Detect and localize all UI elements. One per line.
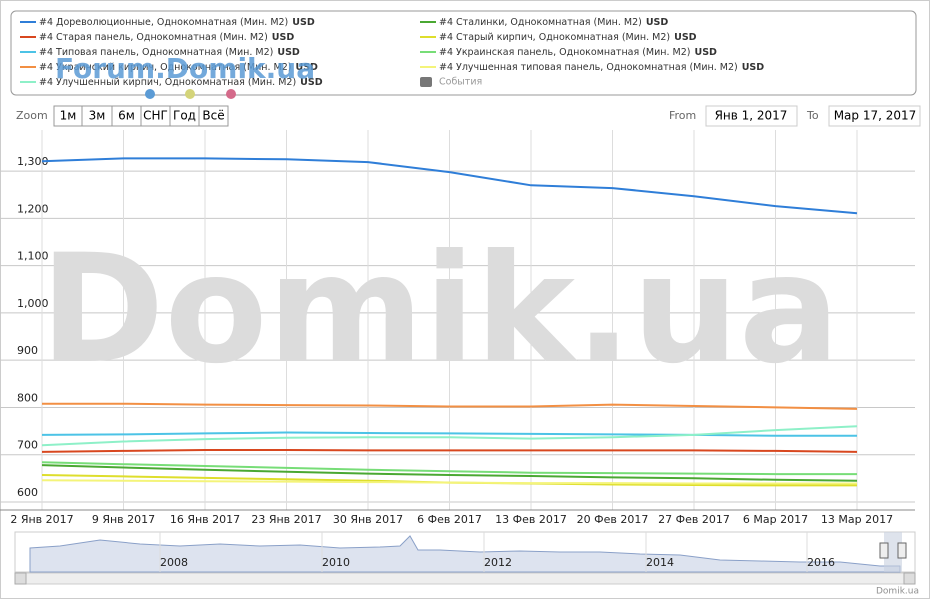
zoom-button-label[interactable]: 6м — [118, 109, 135, 123]
to-input[interactable] — [828, 105, 921, 127]
x-tick-label: 2 Янв 2017 — [10, 513, 73, 526]
legend-unit: USD — [300, 77, 323, 88]
zoom-button[interactable] — [198, 105, 229, 127]
navigator-year: 2008 — [160, 556, 188, 569]
navigator-series — [29, 535, 901, 573]
legend-unit: USD — [674, 32, 697, 43]
legend-unit: USD — [292, 17, 315, 28]
legend-name: #4 Дореволюционные, Однокомнатная (Мин. … — [39, 17, 288, 28]
scroll-left[interactable] — [14, 572, 27, 585]
series-line — [41, 157, 858, 215]
legend-name: #4 Сталинки, Однокомнатная (Мин. М2) — [439, 17, 642, 28]
legend-events[interactable]: События — [439, 77, 482, 88]
y-tick-label: 1,000 — [17, 297, 49, 310]
series-line — [41, 461, 857, 476]
zoom-button-label[interactable]: Год — [173, 109, 196, 123]
legend-item[interactable]: #4 Старая панель, Однокомнатная (Мин. М2… — [39, 32, 294, 43]
x-tick-label: 6 Мар 2017 — [743, 513, 808, 526]
legend-name: #4 Типовая панель, Однокомнатная (Мин. М… — [39, 47, 273, 58]
watermark: Domik.ua — [40, 223, 840, 397]
series-line — [41, 464, 858, 482]
decor-dot — [226, 89, 236, 99]
series-line — [41, 479, 857, 485]
legend-name: #4 Украинский кирпич, Однокомнатная (Мин… — [39, 62, 292, 73]
scroll-right[interactable] — [903, 572, 916, 585]
legend-unit: USD — [742, 62, 765, 73]
navigator-selection[interactable] — [884, 532, 902, 572]
series-line — [41, 425, 858, 447]
navigator-year: 2010 — [322, 556, 350, 569]
zoom-button-label[interactable]: СНГ — [143, 109, 168, 123]
y-tick-label: 700 — [17, 439, 38, 452]
y-tick-label: 800 — [17, 391, 38, 404]
legend-unit: USD — [277, 47, 300, 58]
legend-item[interactable]: #4 Улучшенная типовая панель, Однокомнат… — [439, 62, 764, 73]
forum-watermark: Forum.Domik.ua — [55, 52, 315, 85]
scrollbar[interactable] — [14, 572, 916, 585]
legend-item[interactable]: #4 Сталинки, Однокомнатная (Мин. М2) USD — [439, 17, 668, 28]
navigator-year: 2014 — [646, 556, 674, 569]
credits: Domik.ua — [876, 587, 919, 597]
legend-name: #4 Старая панель, Однокомнатная (Мин. М2… — [39, 32, 268, 43]
x-tick-label: 27 Фев 2017 — [658, 513, 730, 526]
x-tick-label: 13 Фев 2017 — [495, 513, 567, 526]
legend-name: #4 Улучшенная типовая панель, Однокомнат… — [439, 62, 738, 73]
legend-name: #4 Улучшенный кирпич, Однокомнатная (Мин… — [39, 77, 296, 88]
from-label: From — [669, 109, 696, 122]
navigator-year: 2016 — [807, 556, 835, 569]
legend-item[interactable]: #4 Улучшенный кирпич, Однокомнатная (Мин… — [39, 77, 323, 88]
legend-item[interactable]: #4 Дореволюционные, Однокомнатная (Мин. … — [39, 17, 315, 28]
legend-name: #4 Украинская панель, Однокомнатная (Мин… — [439, 47, 691, 58]
series-line — [41, 431, 857, 437]
legend-swatch[interactable] — [420, 77, 432, 87]
navigator-handle[interactable] — [879, 542, 889, 559]
legend-item[interactable]: #4 Типовая панель, Однокомнатная (Мин. М… — [39, 47, 300, 58]
legend-unit: USD — [695, 47, 718, 58]
to-date[interactable]: Мар 17, 2017 — [834, 109, 917, 123]
y-tick-label: 900 — [17, 344, 38, 357]
x-tick-label: 16 Янв 2017 — [170, 513, 240, 526]
x-tick-label: 6 Фев 2017 — [417, 513, 482, 526]
legend-item[interactable]: #4 Старый кирпич, Однокомнатная (Мин. М2… — [439, 32, 697, 43]
y-tick-label: 1,200 — [17, 202, 49, 215]
x-tick-label: 30 Янв 2017 — [333, 513, 403, 526]
legend-name: #4 Старый кирпич, Однокомнатная (Мин. М2… — [439, 32, 670, 43]
x-tick-label: 23 Янв 2017 — [251, 513, 321, 526]
legend-unit: USD — [272, 32, 295, 43]
zoom-button-label[interactable]: 1м — [60, 109, 77, 123]
legend-box — [10, 10, 917, 96]
from-date[interactable]: Янв 1, 2017 — [715, 109, 788, 123]
series-line — [42, 402, 858, 410]
decor-dot — [145, 89, 155, 99]
series-line — [41, 449, 858, 453]
from-input[interactable] — [705, 105, 798, 127]
legend-item[interactable]: #4 Украинский кирпич, Однокомнатная (Мин… — [39, 62, 318, 73]
zoom-button-label[interactable]: 3м — [89, 109, 106, 123]
y-tick-label: 1,300 — [17, 155, 49, 168]
y-tick-label: 1,100 — [17, 250, 49, 263]
navigator-year: 2012 — [484, 556, 512, 569]
legend-item[interactable]: #4 Украинская панель, Однокомнатная (Мин… — [439, 47, 717, 58]
zoom-button-label[interactable]: Всё — [202, 109, 224, 123]
legend-unit: USD — [646, 17, 669, 28]
zoom-label: Zoom — [16, 109, 48, 122]
x-tick-label: 20 Фев 2017 — [577, 513, 649, 526]
y-tick-label: 600 — [17, 486, 38, 499]
x-tick-label: 13 Мар 2017 — [821, 513, 893, 526]
to-label: To — [806, 109, 819, 122]
legend-unit: USD — [296, 62, 319, 73]
x-tick-label: 9 Янв 2017 — [92, 513, 155, 526]
navigator-handle[interactable] — [897, 542, 907, 559]
decor-dot — [185, 89, 195, 99]
